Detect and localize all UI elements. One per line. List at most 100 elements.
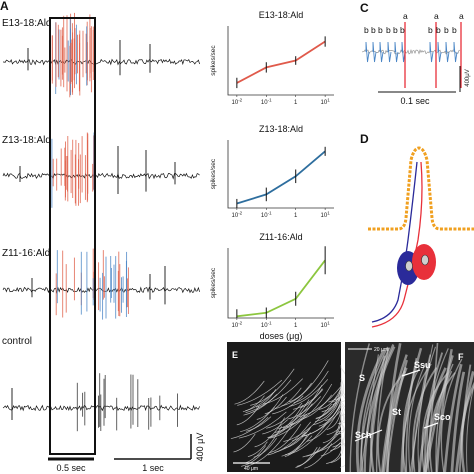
- panel-c-time-label: 0.1 sec: [400, 96, 430, 106]
- sem-f-sensillum: [408, 364, 426, 473]
- chart-2-xtick-label: 1: [294, 213, 298, 219]
- scalebar-time-label: 1 sec: [142, 463, 164, 473]
- sem-f-sensillum: [359, 347, 391, 473]
- panel-c-b-spike: [365, 41, 370, 63]
- sem-f-pointer-sco: [423, 422, 439, 429]
- sem-e-sensillum: [238, 411, 287, 439]
- red-neuron-nucleus: [421, 254, 429, 266]
- sem-f-sensillum: [368, 355, 386, 473]
- sem-e-sensillum: [315, 403, 337, 420]
- blue-neuron-nucleus: [405, 260, 413, 272]
- sem-e-sensillum: [284, 435, 313, 456]
- spike-label-b-9: b: [444, 25, 449, 35]
- spike-label-a-1: a: [403, 11, 408, 21]
- dose-response-charts: E13-18:Ald spikes/sec 10-2 10-1 1 101 Z13-18:A…: [210, 10, 334, 341]
- sem-f-pointer-ssu: [401, 369, 421, 377]
- chart-2-xtick-label: 10-1: [261, 211, 272, 220]
- spike-label-b-2: b: [371, 25, 376, 35]
- sensillum-diagram: [368, 146, 474, 328]
- sem-e-scale-label: 40 μm: [244, 466, 258, 472]
- chart-2-series-line: [236, 150, 326, 205]
- sem-e-sensillum: [278, 384, 323, 430]
- sem-e-sensillum: [253, 437, 277, 458]
- sem-e-sensillum: [237, 379, 283, 406]
- panel-c-b-spike: [394, 41, 399, 63]
- sem-f-sensillum: [443, 363, 463, 473]
- sem-f-structures: [349, 342, 474, 473]
- panel-c-b-spike: [429, 41, 434, 63]
- sem-e-sensillum: [289, 379, 329, 407]
- panel-c-b-spike: [453, 41, 458, 63]
- sem-f-sensillum: [458, 364, 472, 473]
- sem-f-sensillum: [466, 383, 474, 473]
- chart-3-series-line: [236, 259, 326, 318]
- chart-2-xtick-label: 10-2: [232, 211, 243, 220]
- chart-3-xtick-label: 1: [294, 323, 298, 329]
- sem-e-sensillum: [318, 403, 342, 427]
- sem-f-label-s: S: [359, 373, 365, 383]
- sem-f-sensillum: [421, 372, 449, 473]
- sem-e-sensillum: [302, 411, 341, 437]
- sem-e-sensilla: [230, 360, 352, 469]
- sem-e-background: [227, 342, 341, 472]
- sem-e-sensillum: [318, 387, 342, 410]
- sem-e-sensillum: [267, 421, 311, 456]
- sem-e-sensillum: [324, 400, 342, 422]
- sem-e-sensillum: [230, 416, 269, 440]
- panel-c-b-spike: [372, 41, 377, 63]
- sem-e-sensillum: [268, 399, 310, 439]
- panel-c-baseline: [361, 48, 461, 55]
- panel-letter-c: C: [360, 1, 369, 15]
- sem-f-sensillum: [409, 344, 434, 473]
- panel-letter-d: D: [360, 132, 369, 146]
- trace-label-z13-18-ald: Z13-18:Ald: [2, 135, 51, 146]
- cuticle-hair-outline: [368, 146, 474, 231]
- sem-f-sensillum: [429, 372, 456, 473]
- sem-e-sensillum: [283, 403, 332, 442]
- trace-label-e13-18-ald: E13-18:Ald: [2, 18, 51, 29]
- chart-1-axes: [227, 26, 334, 96]
- trace-baseline: [3, 58, 200, 66]
- sem-e-sensillum: [302, 430, 342, 458]
- chart-1-ylabel: spikes/sec: [210, 45, 217, 76]
- sem-f-sensillum: [400, 347, 423, 473]
- spike-label-b-4: b: [386, 25, 391, 35]
- sem-e-sensillum: [274, 387, 302, 410]
- spike-label-b-8: b: [436, 25, 441, 35]
- sem-e-sensillum: [299, 386, 342, 418]
- chart-1-title: E13-18:Ald: [259, 10, 304, 20]
- panel-c-voltage-label: 400μV: [465, 69, 471, 86]
- sem-e-sensillum: [262, 419, 288, 435]
- trace-label-z11-16-ald: Z11-16:Ald: [2, 248, 50, 259]
- sem-e-sensillum: [274, 415, 306, 433]
- sem-f-label-ssu: Ssu: [414, 360, 431, 370]
- chart-1-xtick-label: 1: [294, 100, 298, 106]
- sem-f-sensillum: [375, 347, 390, 473]
- chart-3-xtick-label: 10-2: [232, 321, 243, 330]
- sem-e-sensillum: [299, 394, 332, 421]
- sem-f-sensillum: [363, 344, 395, 473]
- sem-f-label-st: St: [392, 407, 401, 417]
- sem-e-sensillum: [266, 402, 303, 429]
- sem-e-sensillum: [245, 379, 292, 413]
- sem-e-sensillum: [316, 398, 339, 419]
- sem-e-sensillum: [281, 432, 311, 457]
- chart-1-xtick-label: 101: [321, 98, 331, 107]
- chart-3-title: Z11-16:Ald: [259, 232, 302, 242]
- sem-e-sensillum: [306, 406, 342, 442]
- sem-image-f: 20 μm F S Ssu St Sco Sch: [345, 342, 474, 473]
- panel-letter-e: E: [232, 350, 238, 360]
- sem-e-sensillum: [245, 416, 272, 432]
- sem-e-sensillum: [296, 446, 321, 467]
- chart-3-xtick-label: 10-1: [261, 321, 272, 330]
- sem-e-sensillum: [321, 365, 343, 413]
- spike-label-b-10: b: [452, 25, 457, 35]
- sem-f-sensillum: [370, 346, 396, 473]
- sem-e-sensillum: [233, 433, 256, 453]
- sem-e-sensillum: [326, 432, 343, 464]
- sem-e-sensillum: [290, 383, 333, 426]
- sem-e-sensillum: [234, 380, 265, 405]
- sem-e-sensillum: [328, 382, 342, 403]
- spike-label-a-3: a: [459, 11, 464, 21]
